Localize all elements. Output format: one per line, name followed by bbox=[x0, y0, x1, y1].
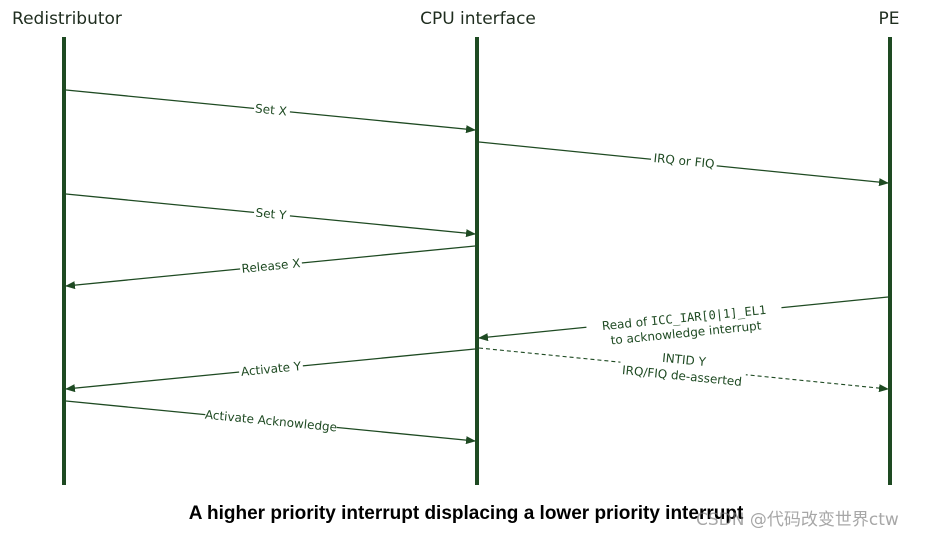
label-bg-set-y bbox=[253, 204, 291, 222]
figure-caption: A higher priority interrupt displacing a… bbox=[188, 503, 744, 524]
label-intid-y: INTID Y bbox=[662, 351, 708, 369]
label-activate-y: Activate Y bbox=[240, 359, 302, 379]
lane-title-pe: PE bbox=[879, 9, 900, 29]
label-bg-activate-y bbox=[238, 357, 304, 379]
lane-title-redistributor: Redistributor bbox=[12, 9, 122, 29]
label-bg-irq-or-fiq bbox=[650, 149, 718, 171]
label-bg-set-x bbox=[253, 100, 291, 118]
label-bg-activate-ack bbox=[204, 406, 338, 434]
label-irq-or-fiq: IRQ or FIQ bbox=[653, 151, 715, 171]
label-set-x: Set X bbox=[255, 101, 288, 118]
label-read-prefix: Read of bbox=[601, 314, 652, 333]
label-bg-read-iar bbox=[584, 288, 784, 348]
label-bg-intid bbox=[618, 343, 748, 397]
label-activate-ack: Activate Acknowledge bbox=[204, 408, 337, 435]
label-set-y: Set Y bbox=[255, 206, 288, 223]
watermark: CSDN @代码改变世界ctw bbox=[696, 510, 899, 530]
label-bg-release-x bbox=[239, 255, 303, 275]
label-release-x: Release X bbox=[241, 256, 301, 276]
lane-title-cpu-interface: CPU interface bbox=[420, 9, 536, 29]
